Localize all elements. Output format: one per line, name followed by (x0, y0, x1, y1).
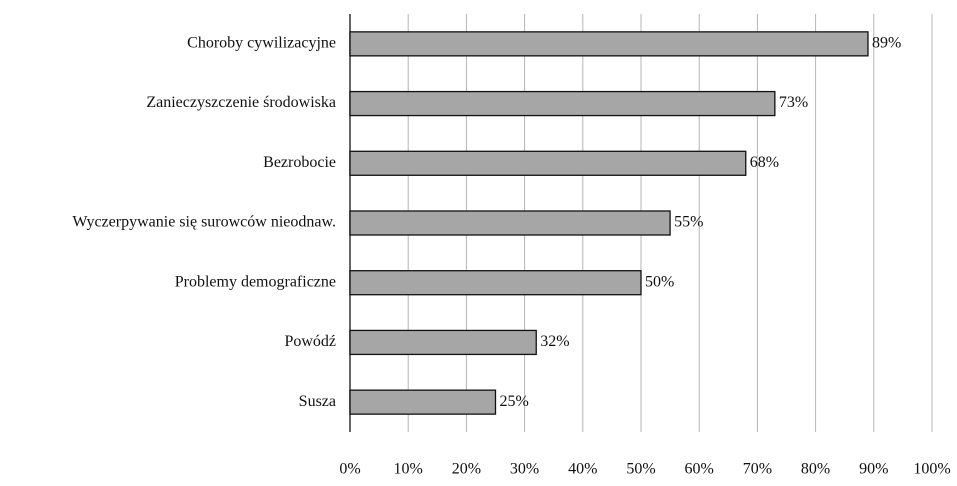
data-label: 50% (645, 273, 674, 290)
data-label: 25% (500, 393, 529, 410)
data-label: 55% (674, 214, 703, 231)
data-label: 32% (540, 333, 569, 350)
x-tick-label: 80% (801, 461, 830, 478)
bar (349, 210, 671, 236)
y-tick-label: Bezrobocie (263, 154, 336, 171)
x-tick-label: 0% (339, 461, 360, 478)
x-tick-label: 90% (859, 461, 888, 478)
y-tick-label: Wyczerpywanie się surowców nieodnaw. (72, 214, 336, 231)
y-tick-label: Zanieczyszczenie środowiska (146, 94, 336, 111)
bar (349, 389, 497, 415)
bar (349, 329, 537, 356)
y-tick-label: Susza (299, 393, 336, 410)
y-tick-label: Powódź (284, 333, 336, 350)
data-label: 73% (779, 94, 808, 111)
x-tick-label: 70% (743, 461, 772, 478)
x-tick-label: 20% (452, 461, 481, 478)
bar (349, 31, 869, 57)
x-tick-label: 40% (568, 461, 597, 478)
x-tick-label: 50% (626, 461, 655, 478)
data-label: 68% (750, 154, 779, 171)
y-tick-label: Problemy demograficzne (175, 273, 336, 290)
x-tick-label: 10% (394, 461, 423, 478)
bar (349, 150, 747, 176)
x-tick-label: 60% (685, 461, 714, 478)
y-tick-label: Choroby cywilizacyjne (187, 35, 336, 52)
bar (349, 270, 642, 296)
bar (349, 90, 776, 117)
x-tick-label: 30% (510, 461, 539, 478)
x-tick-label: 100% (913, 461, 950, 478)
data-label: 89% (872, 35, 901, 52)
